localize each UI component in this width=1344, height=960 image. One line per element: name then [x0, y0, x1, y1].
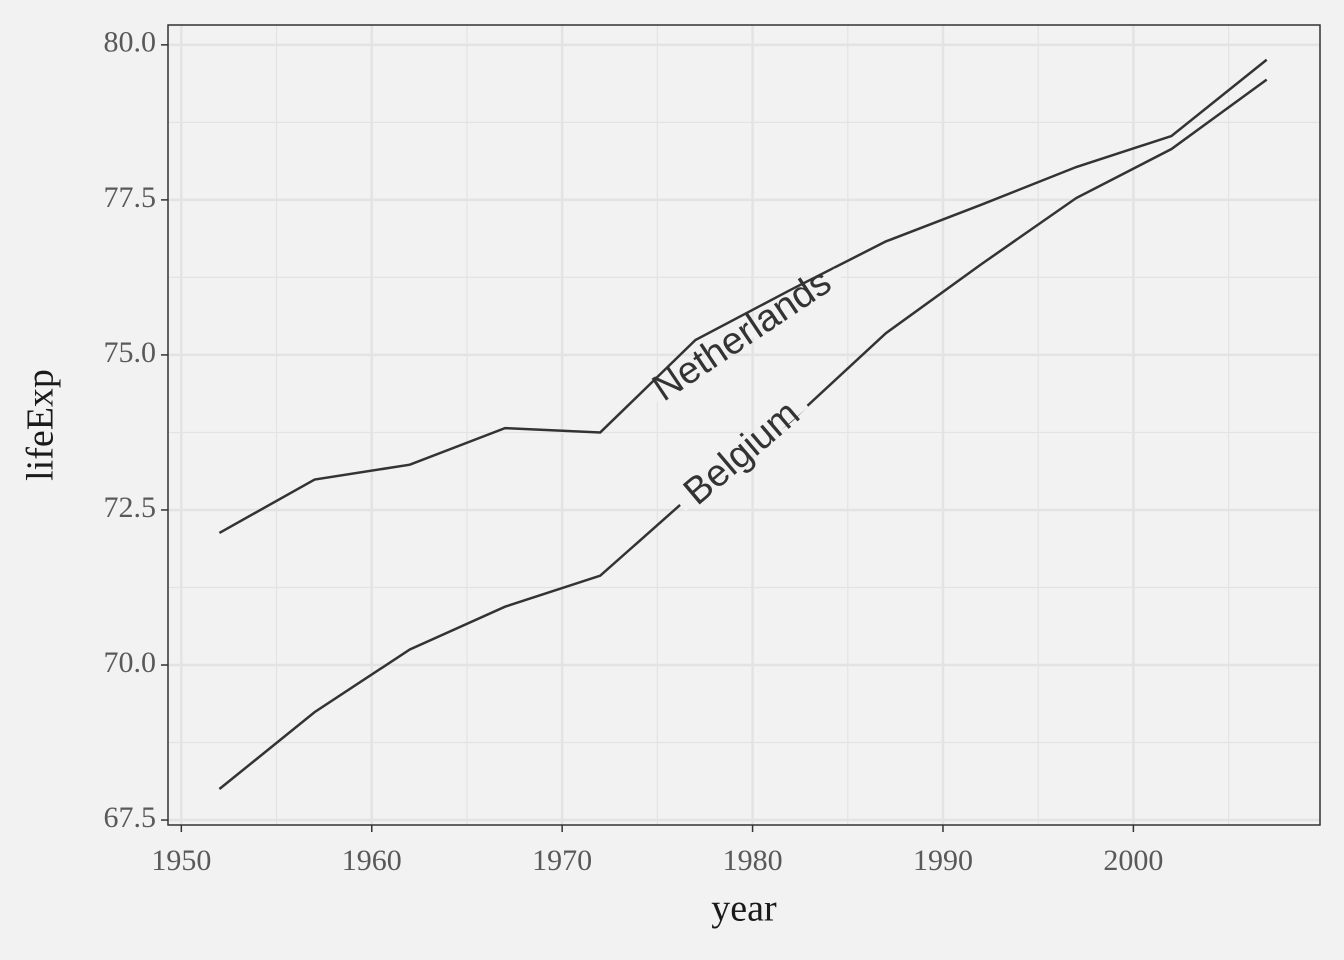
y-tick-label: 80.0 — [104, 26, 157, 59]
y-tick-label: 72.5 — [104, 491, 157, 524]
x-tick-label: 2000 — [1103, 844, 1163, 877]
y-tick-label: 77.5 — [104, 181, 157, 214]
label-gap — [677, 397, 809, 512]
label-gap — [644, 268, 842, 406]
y-axis-title: lifeExp — [20, 369, 62, 481]
x-tick-label: 1960 — [342, 844, 402, 877]
x-tick-label: 1970 — [532, 844, 592, 877]
x-tick-label: 1950 — [151, 844, 211, 877]
x-axis-title: year — [711, 888, 777, 930]
panel-border — [167, 24, 1321, 826]
y-tick-label: 75.0 — [104, 336, 157, 369]
x-tick-label: 1980 — [723, 844, 783, 877]
x-tick-label: 1990 — [913, 844, 973, 877]
y-tick-label: 70.0 — [104, 646, 157, 679]
y-tick-label: 67.5 — [104, 801, 157, 834]
line — [218, 58, 1268, 534]
